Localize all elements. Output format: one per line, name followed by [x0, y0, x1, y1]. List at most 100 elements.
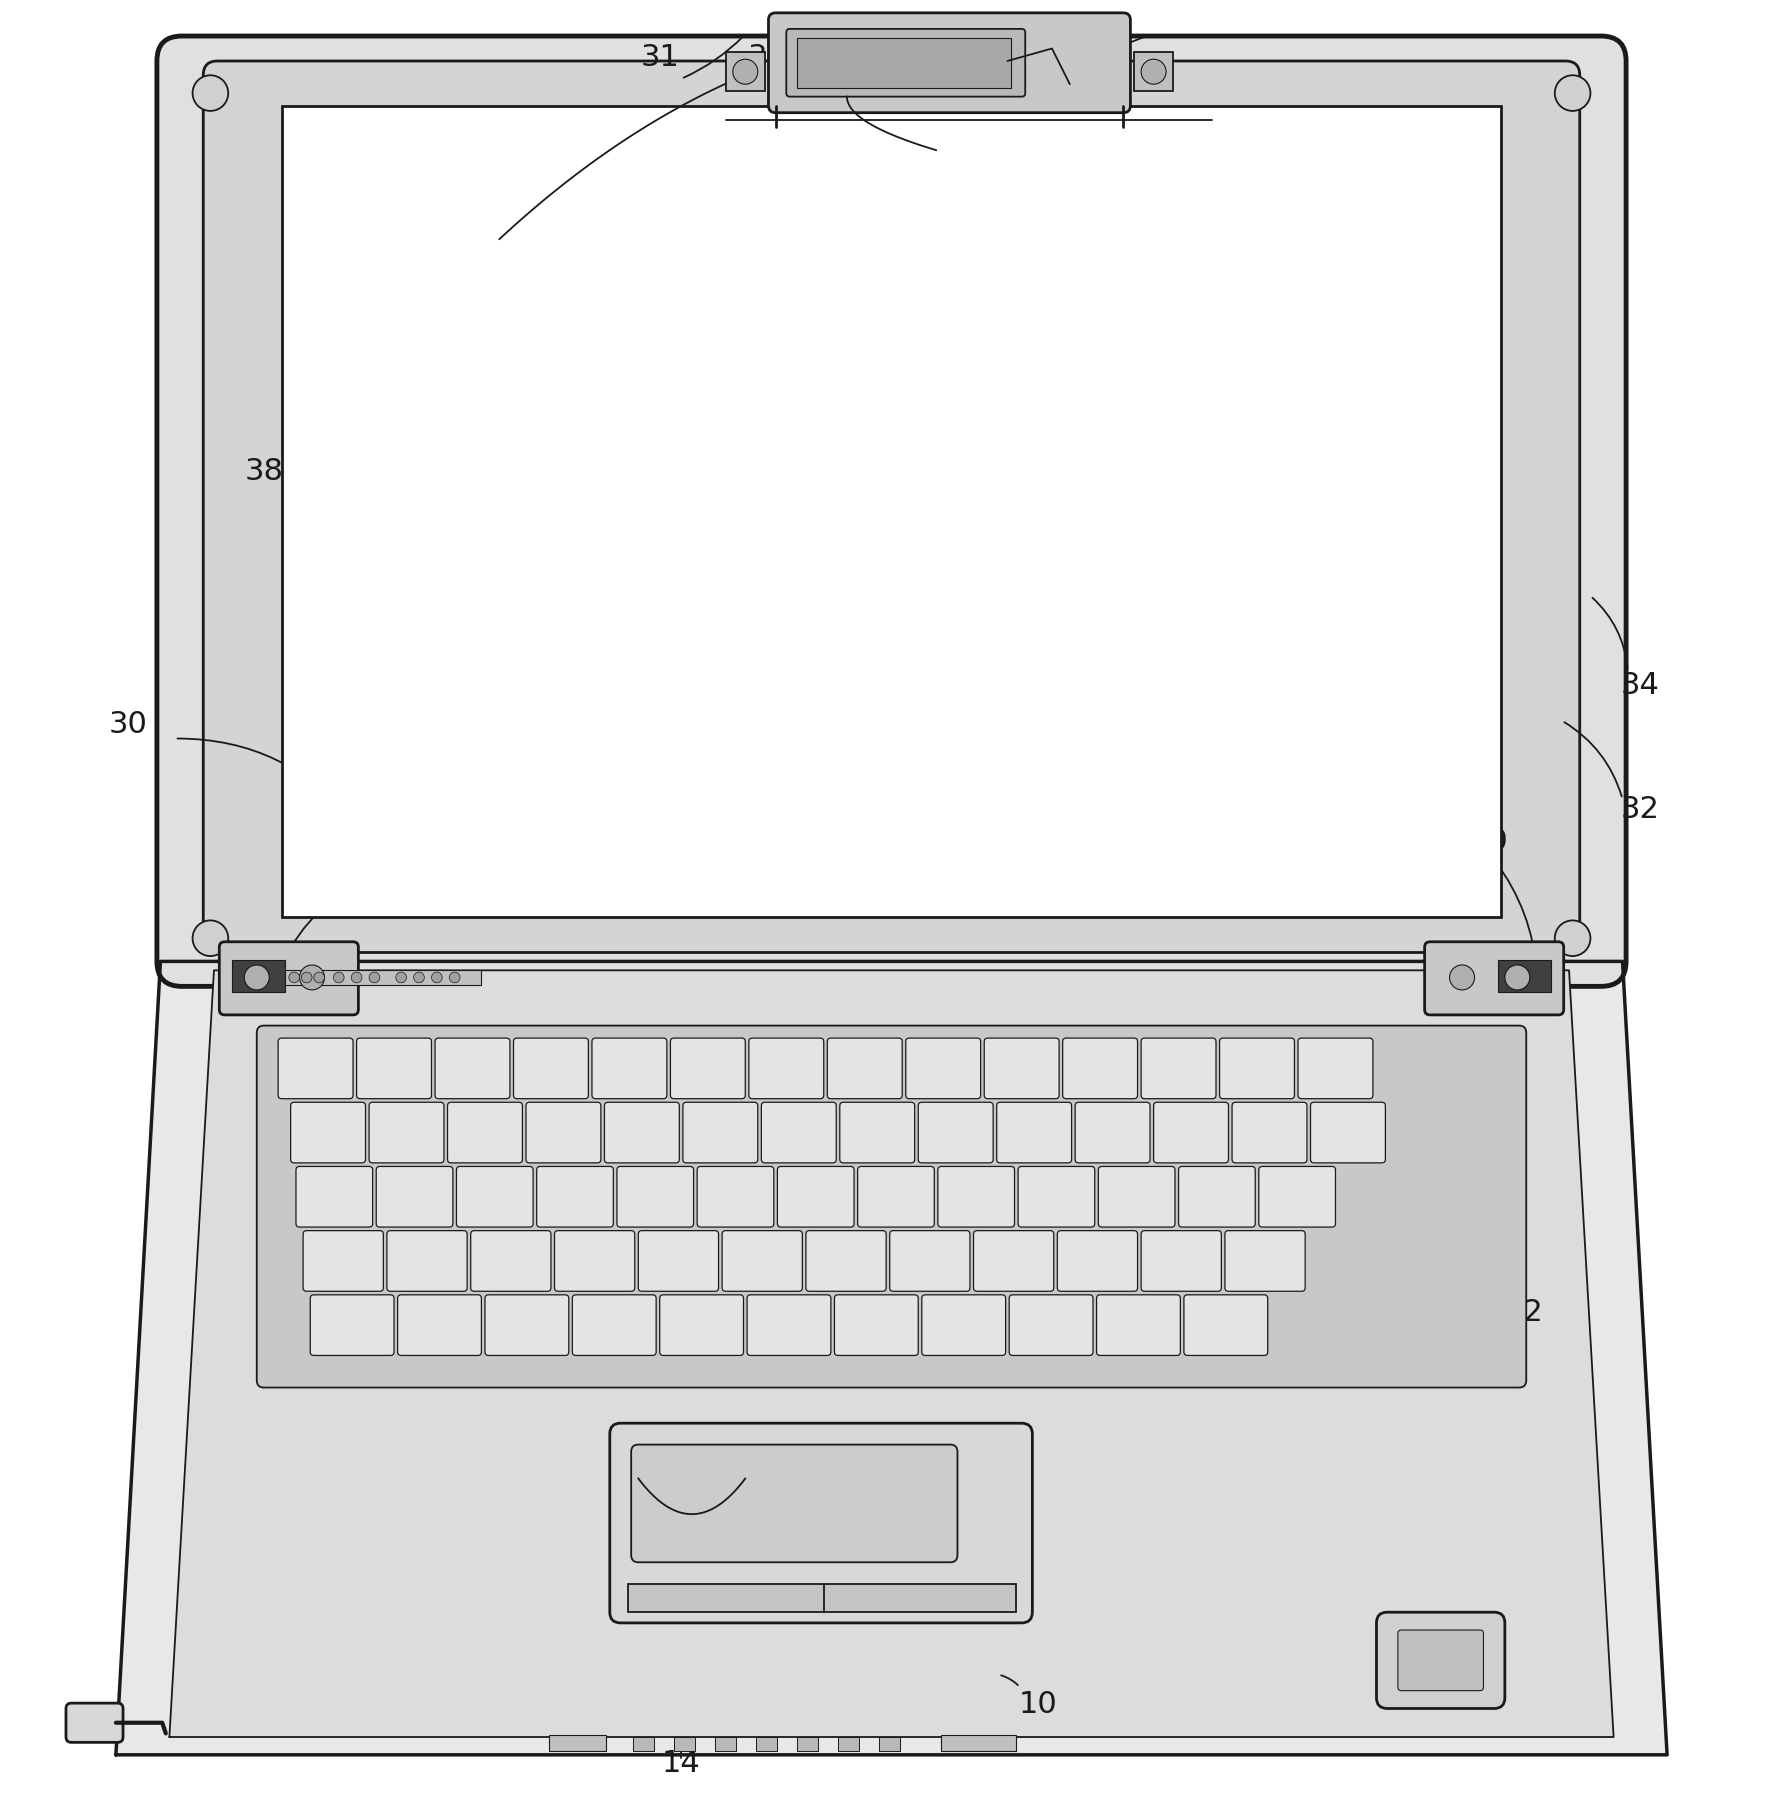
Circle shape [192, 76, 228, 111]
Bar [285, 971, 481, 985]
FancyBboxPatch shape [203, 61, 1579, 953]
FancyBboxPatch shape [66, 1703, 123, 1742]
Bar [715, 1737, 736, 1751]
Polygon shape [169, 971, 1613, 1737]
Text: 40: 40 [960, 43, 1000, 72]
FancyBboxPatch shape [303, 1230, 383, 1291]
Bar [797, 38, 1010, 88]
FancyBboxPatch shape [157, 36, 1625, 987]
FancyBboxPatch shape [387, 1230, 467, 1291]
Bar [879, 1737, 900, 1751]
Bar [725, 52, 764, 92]
FancyBboxPatch shape [768, 13, 1130, 113]
FancyBboxPatch shape [554, 1230, 634, 1291]
FancyBboxPatch shape [1153, 1102, 1228, 1163]
Text: 10: 10 [1018, 1690, 1057, 1719]
Circle shape [732, 59, 757, 85]
FancyBboxPatch shape [310, 1295, 394, 1356]
Circle shape [244, 966, 269, 991]
Text: 36: 36 [747, 43, 786, 72]
FancyBboxPatch shape [638, 1230, 718, 1291]
Circle shape [1504, 966, 1529, 991]
Bar [549, 1735, 606, 1751]
FancyBboxPatch shape [1397, 1631, 1483, 1690]
Bar [282, 106, 1500, 917]
FancyBboxPatch shape [376, 1167, 453, 1226]
Bar [1497, 960, 1550, 992]
FancyBboxPatch shape [356, 1037, 431, 1099]
FancyBboxPatch shape [617, 1167, 693, 1226]
Text: 30: 30 [109, 710, 148, 739]
FancyBboxPatch shape [470, 1230, 551, 1291]
Text: 20: 20 [1468, 827, 1508, 856]
FancyBboxPatch shape [257, 1025, 1525, 1388]
FancyBboxPatch shape [397, 1295, 481, 1356]
FancyBboxPatch shape [1178, 1167, 1255, 1226]
FancyBboxPatch shape [748, 1037, 823, 1099]
FancyBboxPatch shape [827, 1037, 902, 1099]
FancyBboxPatch shape [889, 1230, 969, 1291]
FancyBboxPatch shape [857, 1167, 934, 1226]
FancyBboxPatch shape [1231, 1102, 1306, 1163]
FancyBboxPatch shape [996, 1102, 1071, 1163]
Circle shape [431, 973, 442, 984]
Text: 66: 66 [850, 43, 889, 72]
FancyBboxPatch shape [839, 1102, 914, 1163]
Circle shape [1449, 966, 1474, 991]
Circle shape [396, 973, 406, 984]
FancyBboxPatch shape [369, 1102, 444, 1163]
FancyBboxPatch shape [1424, 942, 1563, 1014]
FancyBboxPatch shape [513, 1037, 588, 1099]
FancyBboxPatch shape [1219, 1037, 1294, 1099]
FancyBboxPatch shape [937, 1167, 1014, 1226]
FancyBboxPatch shape [683, 1102, 757, 1163]
Bar [674, 1737, 695, 1751]
Circle shape [449, 973, 460, 984]
FancyBboxPatch shape [834, 1295, 918, 1356]
FancyBboxPatch shape [1297, 1037, 1372, 1099]
FancyBboxPatch shape [1183, 1295, 1267, 1356]
Text: 12: 12 [1504, 1298, 1543, 1327]
Circle shape [301, 973, 312, 984]
FancyBboxPatch shape [747, 1295, 830, 1356]
Bar [941, 1735, 1016, 1751]
FancyBboxPatch shape [526, 1102, 601, 1163]
Text: 14: 14 [661, 1749, 700, 1778]
Circle shape [351, 973, 362, 984]
FancyBboxPatch shape [918, 1102, 993, 1163]
FancyBboxPatch shape [659, 1295, 743, 1356]
FancyBboxPatch shape [456, 1167, 533, 1226]
FancyBboxPatch shape [631, 1444, 957, 1562]
FancyBboxPatch shape [697, 1167, 773, 1226]
FancyBboxPatch shape [670, 1037, 745, 1099]
Text: 20: 20 [364, 831, 403, 859]
FancyBboxPatch shape [905, 1037, 980, 1099]
FancyBboxPatch shape [1075, 1102, 1149, 1163]
FancyBboxPatch shape [435, 1037, 510, 1099]
Circle shape [1554, 921, 1590, 957]
FancyBboxPatch shape [485, 1295, 568, 1356]
FancyBboxPatch shape [609, 1424, 1032, 1624]
FancyBboxPatch shape [296, 1167, 372, 1226]
Circle shape [1140, 59, 1165, 85]
Bar [232, 960, 285, 992]
FancyBboxPatch shape [592, 1037, 666, 1099]
Bar [797, 1737, 818, 1751]
FancyBboxPatch shape [1140, 1037, 1215, 1099]
FancyBboxPatch shape [1140, 1230, 1221, 1291]
FancyBboxPatch shape [984, 1037, 1059, 1099]
FancyBboxPatch shape [278, 1037, 353, 1099]
Text: 34: 34 [1620, 671, 1659, 699]
Text: 38: 38 [244, 457, 283, 485]
Text: 32: 32 [1620, 795, 1659, 823]
FancyBboxPatch shape [1224, 1230, 1304, 1291]
FancyBboxPatch shape [1310, 1102, 1385, 1163]
Circle shape [314, 973, 324, 984]
FancyBboxPatch shape [973, 1230, 1053, 1291]
FancyBboxPatch shape [1258, 1167, 1335, 1226]
FancyBboxPatch shape [921, 1295, 1005, 1356]
FancyBboxPatch shape [1098, 1167, 1174, 1226]
FancyBboxPatch shape [1018, 1167, 1094, 1226]
Circle shape [192, 921, 228, 957]
Text: 31: 31 [1059, 43, 1098, 72]
